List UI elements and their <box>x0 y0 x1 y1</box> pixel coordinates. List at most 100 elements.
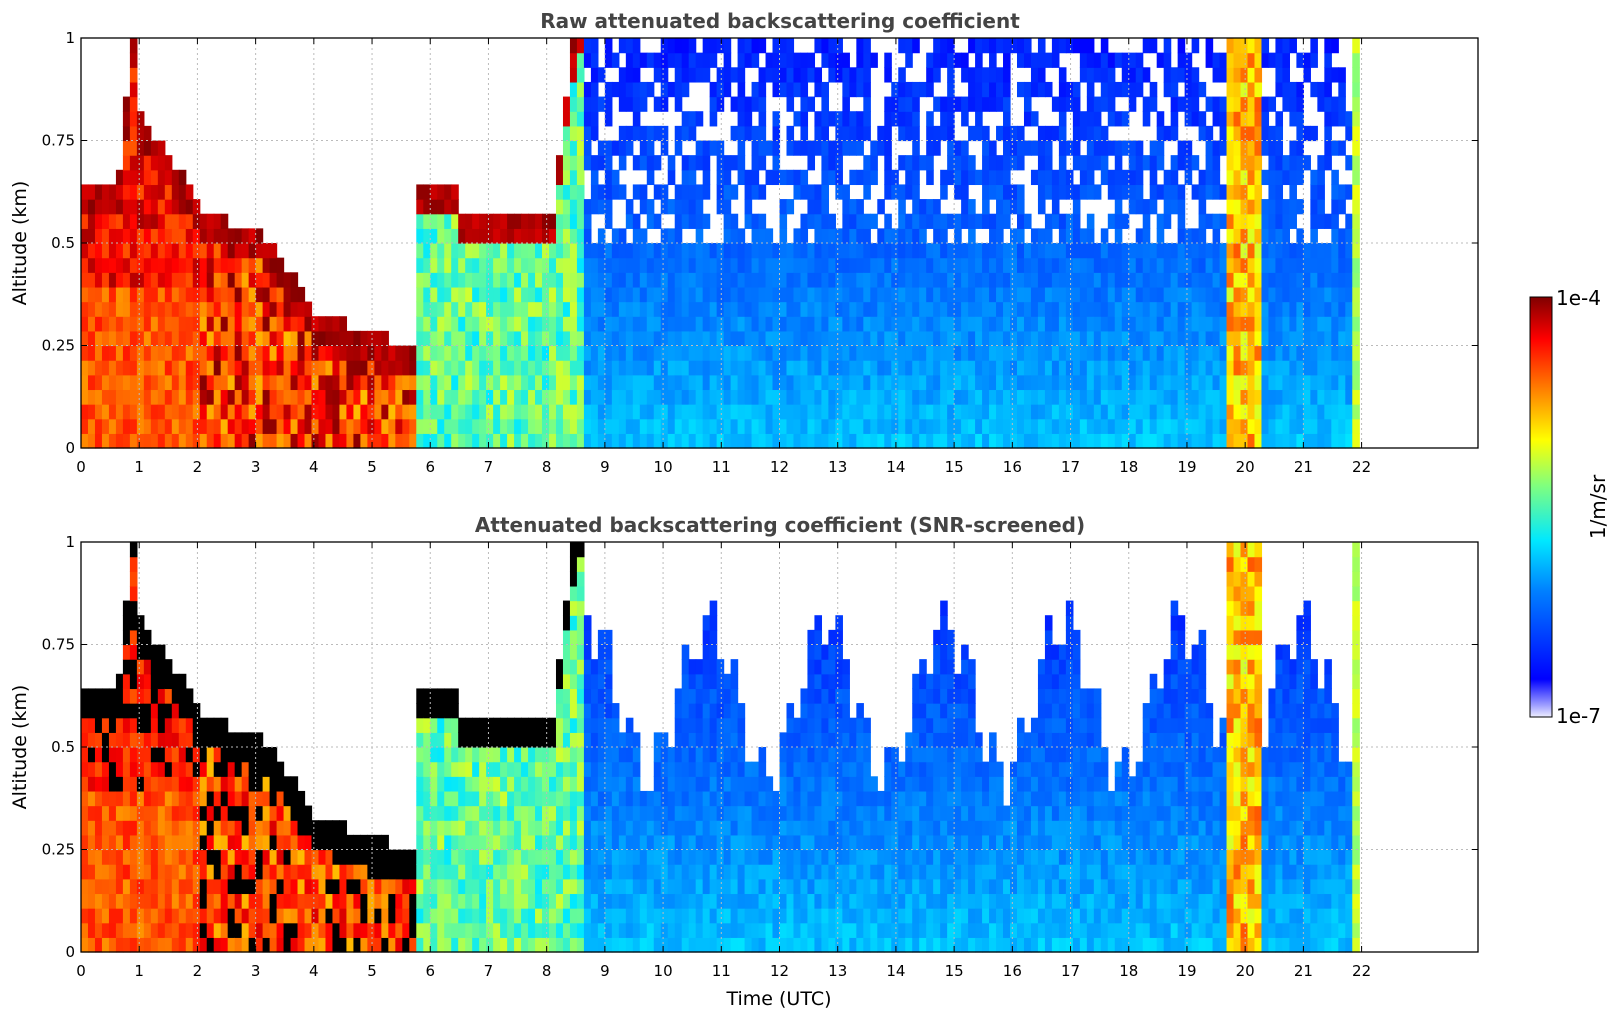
heatmap-cell <box>360 404 368 420</box>
heatmap-cell <box>213 433 222 449</box>
heatmap-cell <box>185 316 194 332</box>
heatmap-cell <box>632 301 641 317</box>
heatmap-cell <box>81 688 89 704</box>
heatmap-cell <box>1023 418 1032 434</box>
heatmap-cell <box>856 199 864 215</box>
heatmap-cell <box>1016 404 1025 420</box>
heatmap-cell <box>437 330 445 347</box>
heatmap-cell <box>1086 257 1095 273</box>
heatmap-cell <box>555 228 564 244</box>
heatmap-cell <box>122 615 131 631</box>
heatmap-cell <box>730 155 739 171</box>
heatmap-cell <box>1114 155 1123 171</box>
heatmap-cell <box>856 228 864 244</box>
heatmap-cell <box>583 330 592 347</box>
heatmap-cell <box>562 228 571 244</box>
heatmap-cell <box>562 805 571 821</box>
heatmap-cell <box>185 849 194 865</box>
heatmap-cell <box>360 937 368 953</box>
heatmap-cell <box>681 316 690 332</box>
heatmap-cell <box>87 330 96 347</box>
heatmap-cell <box>1163 345 1172 361</box>
heatmap-cell <box>555 688 564 704</box>
heatmap-cell <box>926 243 934 259</box>
heatmap-cell <box>269 433 278 449</box>
heatmap-cell <box>1338 301 1346 317</box>
heatmap-cell <box>646 169 655 186</box>
heatmap-cell <box>269 374 278 391</box>
heatmap-cell <box>339 404 348 420</box>
heatmap-cell <box>87 286 96 303</box>
heatmap-cell <box>220 908 229 924</box>
heatmap-cell <box>1107 301 1116 317</box>
heatmap-cell <box>961 199 969 215</box>
heatmap-cell <box>646 199 655 215</box>
heatmap-cell <box>1086 228 1095 244</box>
heatmap-cell <box>758 111 767 127</box>
heatmap-cell <box>304 849 313 865</box>
heatmap-cell <box>472 805 480 821</box>
heatmap-cell <box>1191 330 1200 347</box>
heatmap-cell <box>982 404 990 420</box>
heatmap-cell <box>507 805 515 821</box>
heatmap-cell <box>101 790 110 807</box>
heatmap-cell <box>549 345 557 361</box>
heatmap-cell <box>1170 330 1179 347</box>
heatmap-cell <box>1268 169 1277 186</box>
heatmap-cell <box>751 140 760 156</box>
heatmap-cell <box>122 629 131 646</box>
heatmap-cell <box>1338 360 1346 376</box>
heatmap-cell <box>961 243 969 259</box>
heatmap-cell <box>143 257 152 273</box>
heatmap-cell <box>416 688 424 704</box>
heatmap-cell <box>381 374 389 391</box>
heatmap-cell <box>1010 345 1018 361</box>
heatmap-cell <box>1212 184 1221 200</box>
heatmap-cell <box>234 243 243 259</box>
heatmap-cell <box>136 125 145 142</box>
heatmap-cell <box>1282 316 1290 332</box>
heatmap-cell <box>311 893 320 909</box>
heatmap-cell <box>528 893 536 909</box>
heatmap-cell <box>639 360 648 376</box>
heatmap-cell <box>1205 52 1214 68</box>
heatmap-cell <box>1261 418 1270 434</box>
heatmap-cell <box>1247 243 1256 259</box>
heatmap-cell <box>807 374 816 391</box>
heatmap-cell <box>772 52 781 68</box>
panel-title-raw: Raw attenuated backscattering coefficien… <box>540 9 1020 33</box>
heatmap-cell <box>437 404 445 420</box>
heatmap-cell <box>283 389 292 405</box>
heatmap-cell <box>255 732 264 748</box>
heatmap-cell <box>1079 228 1088 244</box>
heatmap-cell <box>255 404 264 420</box>
heatmap-cell <box>472 747 480 763</box>
heatmap-cell <box>332 374 341 391</box>
heatmap-cell <box>136 345 145 361</box>
heatmap-cell <box>863 111 871 127</box>
heatmap-cell <box>241 345 250 361</box>
heatmap-cell <box>968 316 976 332</box>
heatmap-cell <box>437 257 445 273</box>
heatmap-cell <box>961 345 969 361</box>
heatmap-cell <box>1163 243 1172 259</box>
heatmap-cell <box>1233 316 1242 332</box>
heatmap-cell <box>1121 330 1130 347</box>
heatmap-cell <box>192 820 201 836</box>
heatmap-cell <box>1135 169 1144 186</box>
heatmap-cell <box>479 213 487 229</box>
heatmap-cell <box>1205 125 1214 142</box>
heatmap-cell <box>360 389 368 405</box>
heatmap-cell <box>996 345 1004 361</box>
heatmap-cell <box>912 125 920 142</box>
heatmap-cell <box>437 272 445 288</box>
heatmap-cell <box>583 673 592 690</box>
heatmap-cell <box>1191 96 1200 112</box>
heatmap-cell <box>150 732 159 748</box>
heatmap-cell <box>1156 140 1165 156</box>
heatmap-cell <box>681 257 690 273</box>
heatmap-cell <box>444 747 452 763</box>
heatmap-cell <box>437 345 445 361</box>
heatmap-cell <box>1198 433 1207 449</box>
heatmap-cell <box>514 849 522 865</box>
